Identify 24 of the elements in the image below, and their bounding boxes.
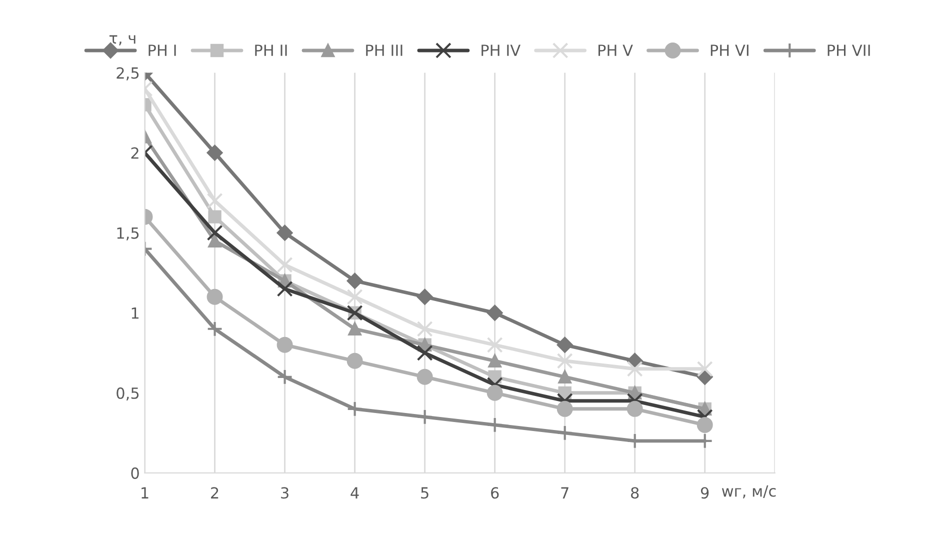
legend-label: PH VI: [710, 44, 748, 56]
x-tick-label: 2: [211, 487, 218, 498]
legend-label: PH IV: [482, 44, 520, 56]
x-tick-label: 1: [142, 487, 148, 498]
x-axis-title: wг, м/с: [722, 485, 776, 498]
y-tick-label: 2: [131, 147, 138, 159]
legend-label: PH VII: [828, 44, 870, 56]
legend-label: PH II: [255, 44, 287, 56]
x-tick-label: 3: [281, 487, 288, 499]
legend-label: PH V: [598, 44, 633, 56]
legend-label: PH III: [366, 44, 402, 56]
x-tick-label: 8: [631, 487, 639, 499]
y-tick-label: 1,5: [117, 228, 139, 240]
x-tick-label: 9: [700, 487, 709, 499]
y-axis-title: τ, ч: [109, 35, 136, 46]
x-tick-label: 4: [350, 487, 359, 498]
y-tick-label: 1: [132, 308, 138, 319]
y-tick-label: 0: [131, 467, 139, 479]
legend-label: PH I: [148, 44, 176, 56]
x-tick-label: 7: [561, 487, 568, 498]
x-tick-label: 5: [421, 487, 428, 499]
y-tick-label: 0,5: [116, 387, 139, 400]
y-tick-label: 2,5: [116, 67, 139, 80]
x-tick-label: 6: [491, 487, 499, 499]
